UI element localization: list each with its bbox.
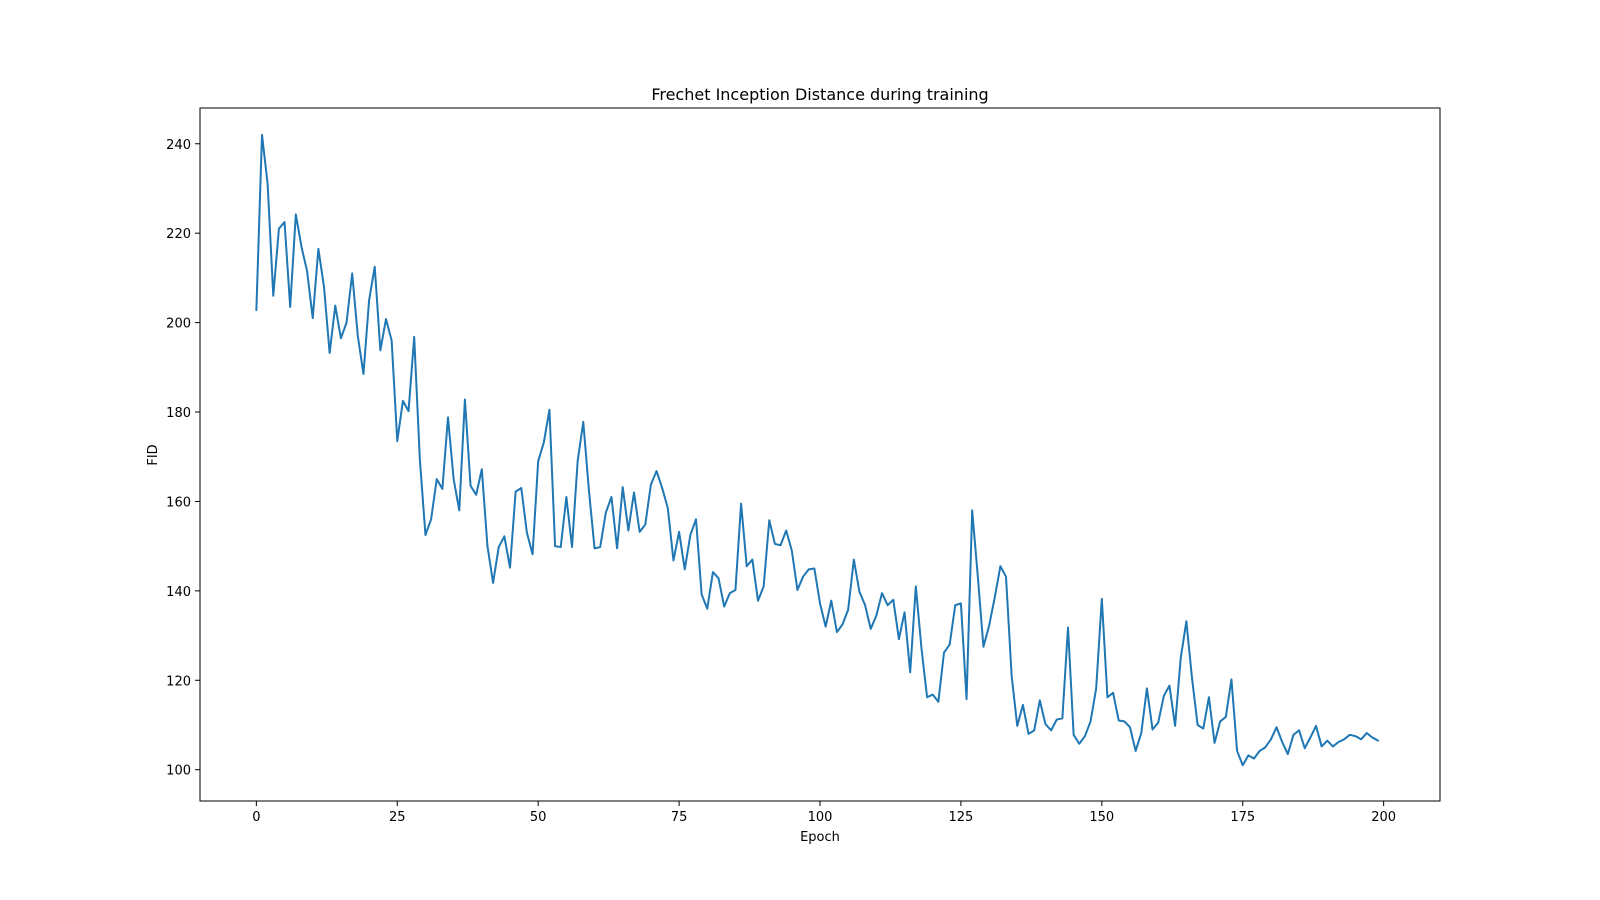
x-tick-label: 75	[671, 810, 688, 825]
x-tick-label: 175	[1230, 810, 1255, 825]
y-tick-label: 240	[166, 138, 191, 153]
x-tick-label: 0	[252, 810, 260, 825]
y-tick-label: 180	[166, 406, 191, 421]
y-tick-label: 140	[166, 585, 191, 600]
x-tick-label: 50	[530, 810, 547, 825]
x-tick-label: 200	[1371, 810, 1396, 825]
y-tick-label: 200	[166, 317, 191, 332]
x-tick-label: 150	[1089, 810, 1114, 825]
y-axis-label: FID	[146, 444, 161, 465]
y-tick-label: 220	[166, 227, 191, 242]
y-tick-label: 100	[166, 764, 191, 779]
x-axis-label: Epoch	[800, 830, 840, 845]
plot-frame	[199, 107, 1441, 802]
chart-title: Frechet Inception Distance during traini…	[651, 85, 988, 104]
x-tick-label: 100	[808, 810, 833, 825]
x-tick-label: 25	[389, 810, 406, 825]
y-axis: 100 120 140 160 180 200 220 240	[166, 138, 200, 779]
y-tick-label: 160	[166, 495, 191, 510]
series-line	[255, 133, 1379, 767]
x-tick-label: 125	[948, 810, 973, 825]
x-axis: 0 25 50 75 100 125 150 175 200	[252, 801, 1396, 825]
y-tick-label: 120	[166, 674, 191, 689]
